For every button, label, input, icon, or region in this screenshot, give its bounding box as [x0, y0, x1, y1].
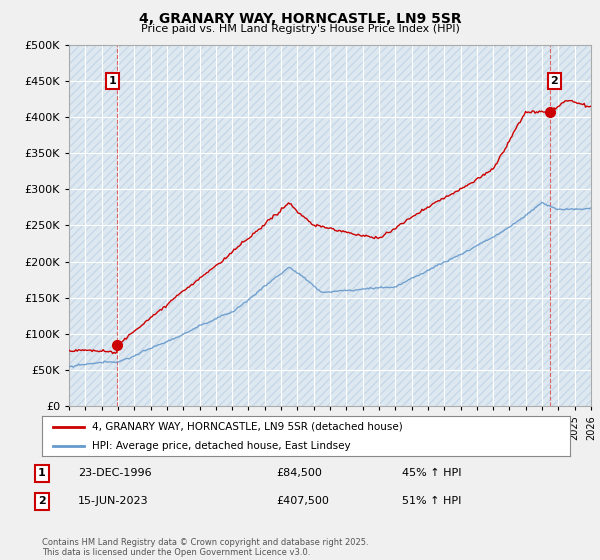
Text: 4, GRANARY WAY, HORNCASTLE, LN9 5SR: 4, GRANARY WAY, HORNCASTLE, LN9 5SR	[139, 12, 461, 26]
Text: £407,500: £407,500	[276, 496, 329, 506]
Text: 2: 2	[551, 76, 559, 86]
Text: 51% ↑ HPI: 51% ↑ HPI	[402, 496, 461, 506]
Text: £84,500: £84,500	[276, 468, 322, 478]
Text: 45% ↑ HPI: 45% ↑ HPI	[402, 468, 461, 478]
Text: Price paid vs. HM Land Registry's House Price Index (HPI): Price paid vs. HM Land Registry's House …	[140, 24, 460, 34]
Text: 23-DEC-1996: 23-DEC-1996	[78, 468, 152, 478]
Text: HPI: Average price, detached house, East Lindsey: HPI: Average price, detached house, East…	[92, 441, 351, 450]
Text: 1: 1	[38, 468, 46, 478]
Text: 15-JUN-2023: 15-JUN-2023	[78, 496, 149, 506]
Text: 2: 2	[38, 496, 46, 506]
Text: 4, GRANARY WAY, HORNCASTLE, LN9 5SR (detached house): 4, GRANARY WAY, HORNCASTLE, LN9 5SR (det…	[92, 422, 403, 432]
Text: Contains HM Land Registry data © Crown copyright and database right 2025.
This d: Contains HM Land Registry data © Crown c…	[42, 538, 368, 557]
Text: 1: 1	[109, 76, 116, 86]
